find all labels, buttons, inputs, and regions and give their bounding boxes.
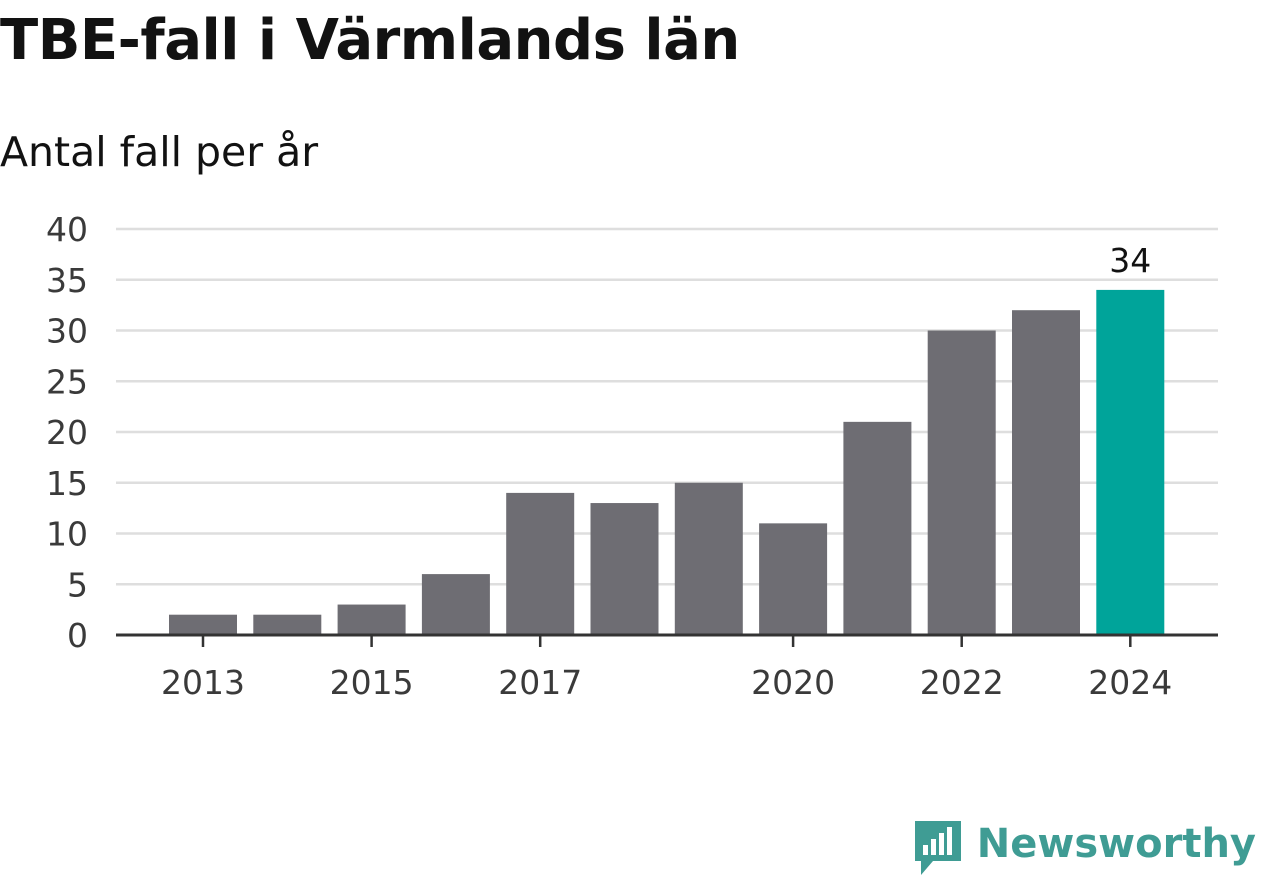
bar-2019 <box>674 482 743 635</box>
y-tick-label: 40 <box>46 210 88 249</box>
brand-name: Newsworthy <box>976 821 1256 867</box>
x-tick-label: 2017 <box>498 663 582 702</box>
bar-2014 <box>253 614 322 635</box>
bar-2013 <box>169 614 237 635</box>
bar-2018 <box>590 503 659 635</box>
bar-2021 <box>843 421 912 635</box>
y-tick-label: 30 <box>46 312 88 351</box>
bar-2022 <box>927 330 996 635</box>
newsworthy-logo-icon <box>914 821 961 875</box>
data-labels: 34 <box>1109 241 1151 280</box>
x-tick-label: 2013 <box>161 663 245 702</box>
y-axis-ticks: 0 5 10 15 20 25 30 35 40 <box>46 210 88 655</box>
bar-2017 <box>506 492 575 635</box>
y-tick-label: 25 <box>46 362 88 401</box>
bar-2020 <box>759 523 828 635</box>
x-tick-label: 2015 <box>330 663 414 702</box>
bar-2015 <box>337 604 406 635</box>
x-axis-ticks: 2013 2015 2017 2020 2022 2024 <box>161 663 1172 702</box>
y-tick-label: 20 <box>46 413 88 452</box>
chart-title: TBE-fall i Värmlands län <box>0 8 740 73</box>
y-tick-label: 35 <box>46 261 88 300</box>
x-tick-label: 2022 <box>920 663 1004 702</box>
y-tick-label: 0 <box>67 616 88 655</box>
bar-2023 <box>1012 310 1080 635</box>
x-tick-label: 2024 <box>1088 663 1172 702</box>
bar-value-label: 34 <box>1109 241 1151 280</box>
x-axis <box>116 633 1218 647</box>
bar-2024 <box>1096 289 1165 635</box>
y-tick-label: 10 <box>46 515 88 554</box>
chart-subtitle: Antal fall per år <box>0 128 319 176</box>
newsworthy-brand: Newsworthy <box>913 819 1256 879</box>
bars <box>169 289 1165 635</box>
y-tick-label: 15 <box>46 464 88 503</box>
y-tick-label: 5 <box>67 565 88 604</box>
x-tick-label: 2020 <box>751 663 835 702</box>
bar-2016 <box>421 574 490 635</box>
